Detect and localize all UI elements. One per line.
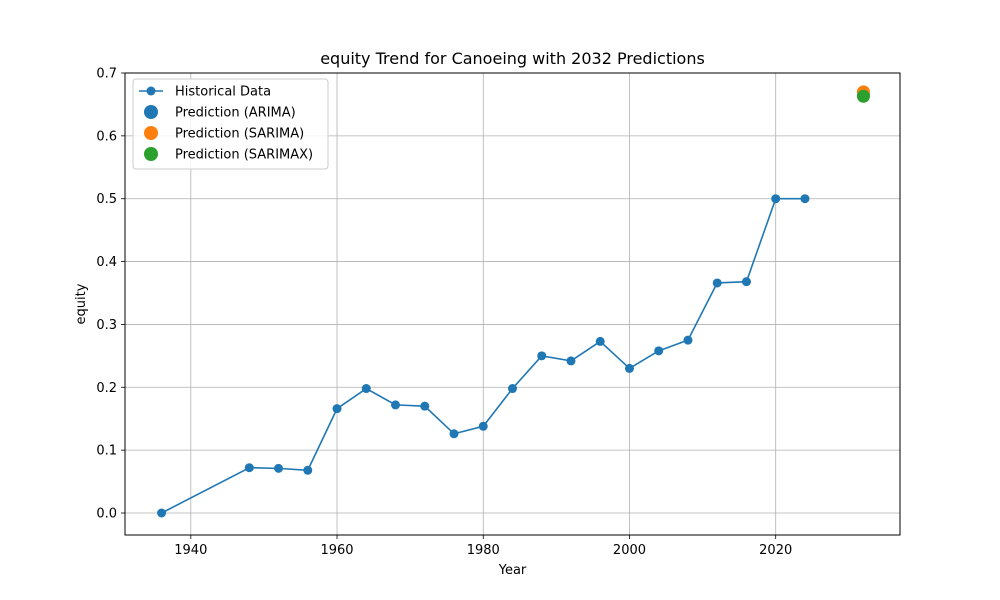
historical-data-point — [274, 463, 284, 473]
historical-data-point — [537, 351, 547, 361]
legend-box — [132, 78, 329, 170]
historical-data-point — [391, 400, 401, 410]
legend-entry-label: Historical Data — [175, 85, 271, 100]
x-tick-label: 1980 — [467, 543, 500, 558]
y-tick-label: 0.7 — [96, 67, 117, 82]
plot-area-frame — [124, 72, 901, 536]
x-axis-label: Year — [498, 563, 527, 578]
legend-marker-swatch — [144, 105, 158, 119]
historical-data-point — [624, 363, 634, 373]
historical-data-point — [449, 429, 459, 439]
historical-data-point — [683, 335, 693, 345]
historical-data-point — [771, 194, 781, 204]
historical-data-point — [712, 278, 722, 288]
historical-data-point — [361, 384, 371, 394]
y-tick-label: 0.0 — [96, 507, 117, 522]
legend-entry-label: Prediction (SARIMAX) — [175, 148, 313, 163]
chart-title: equity Trend for Canoeing with 2032 Pred… — [320, 49, 705, 68]
historical-data-point — [595, 336, 605, 346]
historical-data-point — [800, 194, 810, 204]
legend: Historical Data Prediction (ARIMA) Predict… — [132, 78, 329, 170]
legend-marker-swatch — [144, 147, 158, 161]
y-tick-label: 0.6 — [96, 129, 117, 144]
x-tick-label: 2020 — [759, 543, 792, 558]
historical-data-point — [566, 356, 576, 366]
legend-entry-label: Prediction (SARIMA) — [175, 127, 304, 142]
prediction-sarimax-point — [856, 89, 870, 103]
historical-data-point — [741, 277, 751, 287]
plot-data — [157, 85, 870, 518]
historical-data-point — [332, 404, 342, 414]
y-axis-label: equity — [74, 283, 89, 324]
y-tick-label: 0.1 — [96, 444, 117, 459]
y-tick-label: 0.3 — [96, 318, 117, 333]
legend-marker-swatch — [146, 86, 156, 96]
historical-data-point — [654, 346, 664, 356]
historical-data-point — [508, 384, 517, 394]
y-tick-label: 0.5 — [96, 192, 117, 207]
historical-data-point — [157, 508, 167, 518]
axis-ticks: 1940 1960 1980 2000 2020 0.0 0.1 0.2 0.3 0.4 0.5 0.… — [96, 67, 792, 559]
historical-data-point — [478, 421, 488, 431]
legend-entry-label: Prediction (ARIMA) — [175, 106, 296, 121]
historical-data-point — [244, 463, 254, 473]
y-tick-label: 0.2 — [96, 381, 117, 396]
x-tick-label: 2000 — [613, 543, 646, 558]
historical-data-point — [420, 401, 430, 411]
x-tick-label: 1940 — [174, 543, 207, 558]
historical-data-point — [303, 465, 313, 475]
legend-marker-swatch — [144, 126, 158, 140]
x-tick-label: 1960 — [320, 543, 353, 558]
y-tick-label: 0.4 — [96, 255, 117, 270]
